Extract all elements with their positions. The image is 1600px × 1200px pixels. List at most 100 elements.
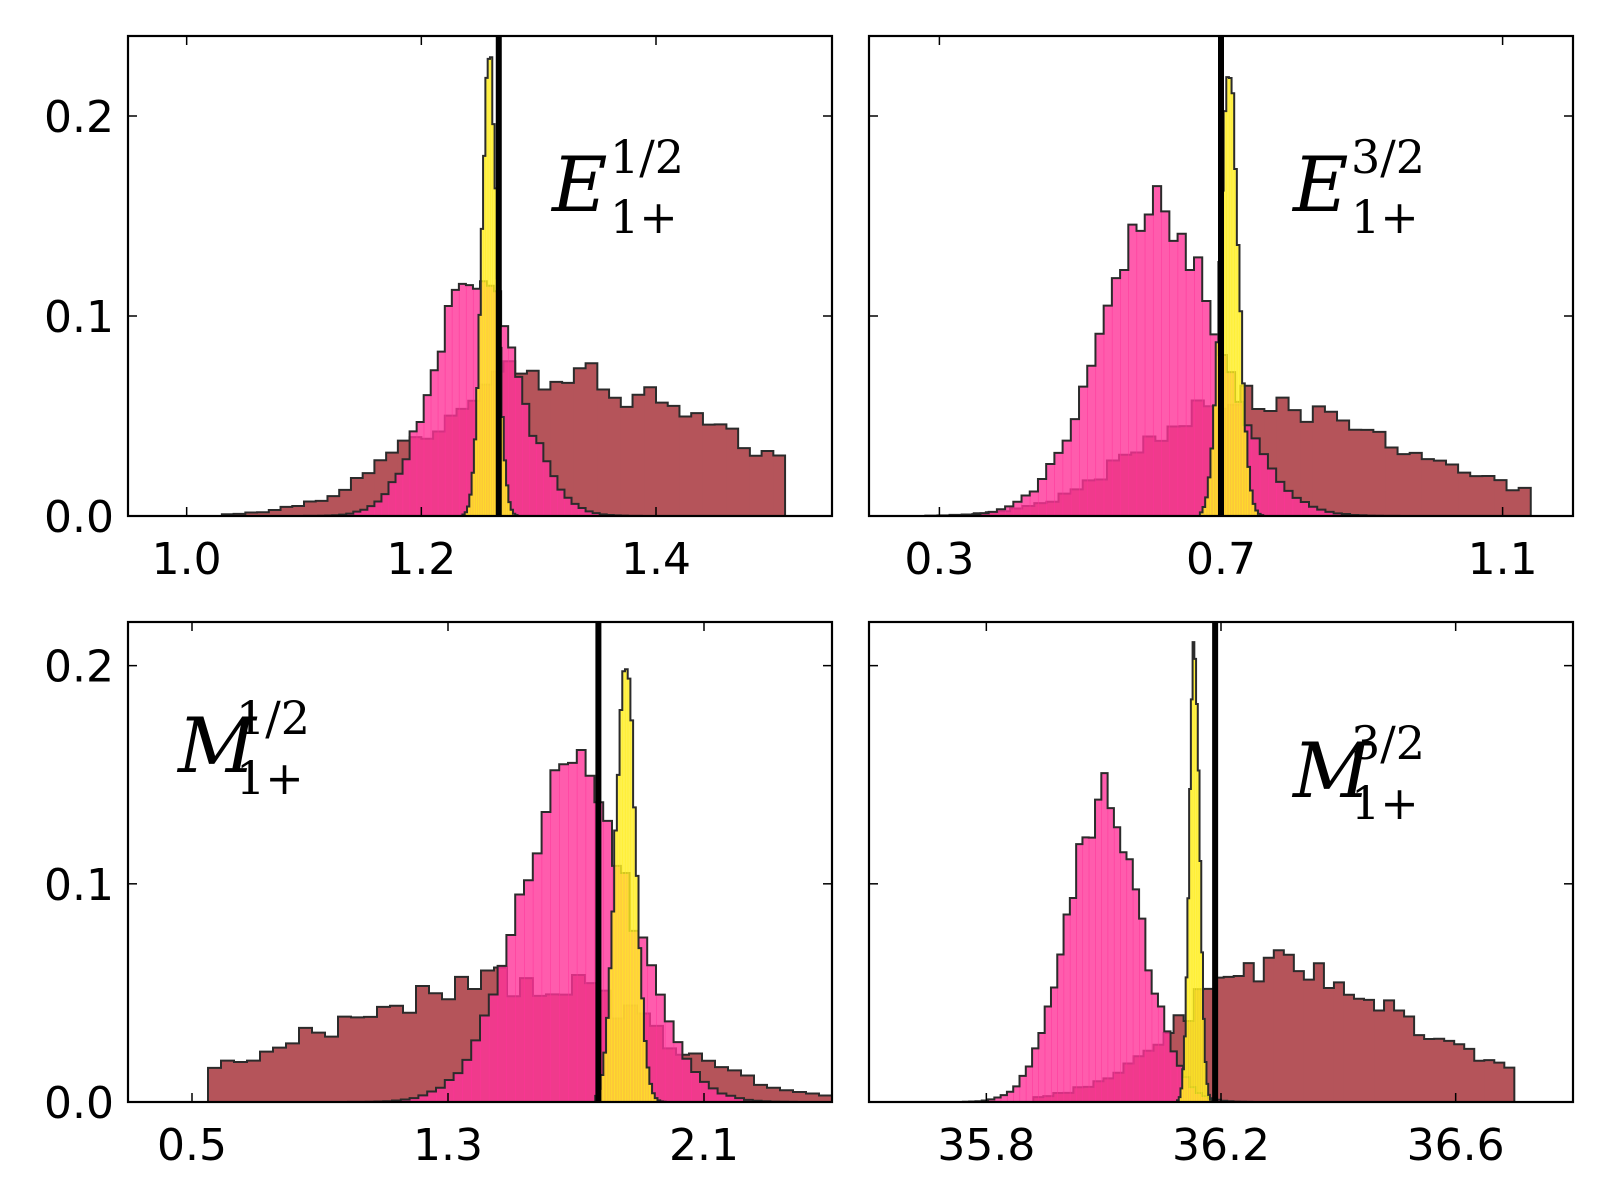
histogram-bar-mid <box>508 347 516 516</box>
histogram-bar-mid <box>1284 490 1294 516</box>
histogram-bar-narrow <box>466 506 470 516</box>
y-tick-label: 0.1 <box>44 860 114 911</box>
histogram-bar-mid <box>465 285 474 516</box>
histogram-bar-mid <box>381 494 390 516</box>
histogram-bar-mid <box>536 443 544 516</box>
histogram-bar-narrow <box>1228 78 1233 516</box>
histogram-bar-wide <box>1470 476 1483 516</box>
histogram-bar-mid <box>416 422 425 516</box>
histogram-bar-narrow <box>630 720 634 1102</box>
label-superscript: 3/2 <box>1351 130 1425 184</box>
histogram-bar-mid <box>1325 511 1335 516</box>
histogram-bar-mid <box>480 1015 490 1102</box>
histogram-bar-mid <box>578 508 587 516</box>
histogram-bar-mid <box>656 994 666 1102</box>
histogram-bar-mid <box>1267 468 1277 516</box>
histogram-bar-mid <box>1139 918 1146 1102</box>
histogram-bar-narrow <box>600 1074 604 1102</box>
histogram-bar-narrow <box>489 57 493 516</box>
histogram-bar-mid <box>1005 506 1014 516</box>
label-base: E <box>1291 140 1348 229</box>
histogram-bar-wide <box>1518 487 1532 516</box>
histogram-bar-mid <box>1063 914 1071 1102</box>
histogram-bar-mid <box>1145 970 1153 1102</box>
histogram-bar-mid <box>1136 230 1146 516</box>
histogram-bar-mid <box>451 289 460 516</box>
histogram-bar-wide <box>1384 1000 1395 1102</box>
histogram-bar-wide <box>1233 976 1245 1102</box>
label-base: E <box>550 140 607 229</box>
histogram-bar-wide <box>691 413 704 516</box>
histogram-bar-mid <box>436 1087 446 1102</box>
histogram-bar-narrow <box>483 155 486 516</box>
histogram-bar-narrow <box>476 388 480 516</box>
histogram-bar-wide <box>754 1084 768 1102</box>
histogram-outline-mid <box>938 185 1434 516</box>
histogram-bar-mid <box>1132 889 1140 1102</box>
histogram-bar-narrow <box>1236 244 1241 516</box>
histogram-bar-narrow <box>1226 77 1230 516</box>
label-subscript: 1+ <box>610 190 678 244</box>
histogram-bar-wide <box>793 1092 807 1102</box>
histogram-bar-wide <box>1273 950 1285 1102</box>
histogram-bar-wide <box>1300 421 1314 516</box>
histogram-bar-mid <box>430 370 439 516</box>
panel-E_three_half: 0.3 0.7 1.1 E 3/2 1+ <box>867 34 1575 585</box>
histogram-bar-mid <box>1177 233 1187 516</box>
histogram-bar-wide <box>1283 954 1295 1102</box>
histogram-bar-mid <box>1062 440 1072 516</box>
histogram-bar-narrow <box>633 807 637 1102</box>
histogram-bar-narrow <box>1180 1088 1183 1102</box>
panel-label: E 1/2 1+ <box>550 130 684 244</box>
histogram-bar-mid <box>568 762 578 1102</box>
histogram-bar-narrow <box>1189 788 1192 1102</box>
histogram-bar-mid <box>1259 454 1269 516</box>
histogram-bar-mid <box>543 461 551 516</box>
y-tick-label: 0.2 <box>44 642 114 693</box>
histogram-bar-narrow <box>608 968 613 1102</box>
histogram-bar-narrow <box>616 774 621 1102</box>
histogram-bar-mid <box>1069 898 1077 1102</box>
histogram-bar-wide <box>702 424 716 516</box>
histogram-outline-narrow <box>1176 641 1217 1102</box>
histogram-bar-mid <box>1107 808 1115 1102</box>
histogram-bar-mid <box>515 376 523 516</box>
histogram-bar-wide <box>1409 452 1423 516</box>
histogram-bar-narrow <box>654 1098 659 1102</box>
histogram-bar-narrow <box>614 830 618 1102</box>
histogram-bar-wide <box>656 402 669 516</box>
histogram-bar-mid <box>541 811 551 1102</box>
histogram-bar-wide <box>1337 420 1350 516</box>
histogram-bar-mid <box>996 509 1006 516</box>
histogram-bar-wide <box>390 1005 404 1102</box>
histogram-bar-mid <box>353 511 361 516</box>
histogram-bar-mid <box>1082 837 1090 1102</box>
histogram-bar-mid <box>1157 1006 1165 1102</box>
label-subscript: 1+ <box>1351 190 1419 244</box>
histogram-bar-wide <box>1243 963 1255 1102</box>
histogram-bar-wide <box>304 501 317 516</box>
histogram-bar-wide <box>292 506 305 516</box>
histogram-bar-narrow <box>638 948 642 1102</box>
histogram-bar-narrow <box>641 998 645 1102</box>
histogram-bar-wide <box>644 387 657 516</box>
histogram-bar-wide <box>429 993 443 1102</box>
histogram-bar-mid <box>1037 478 1047 516</box>
histogram-bar-narrow <box>611 911 615 1102</box>
histogram-bar-mid <box>374 501 383 516</box>
histogram-bar-wide <box>1343 994 1355 1102</box>
histogram-bar-mid <box>1013 501 1023 516</box>
panel-M_three_half: 35.8 36.2 36.6 M3/2 1+ <box>867 620 1575 1171</box>
x-tick-label: 0.3 <box>904 534 974 585</box>
histogram-bar-mid <box>1128 224 1138 516</box>
histogram-bar-mid <box>735 1098 745 1102</box>
histogram-bar-wide <box>208 1067 222 1102</box>
histogram-bar-wide <box>257 512 270 516</box>
histogram-bar-mid <box>423 395 432 516</box>
histogram-bar-mid <box>585 511 594 516</box>
histogram-bar-mid <box>515 894 525 1102</box>
histogram-bar-narrow <box>606 1017 610 1102</box>
histogram-bar-wide <box>819 1095 832 1102</box>
histogram-bar-wide <box>597 389 610 516</box>
histogram-bar-wide <box>1361 429 1374 516</box>
